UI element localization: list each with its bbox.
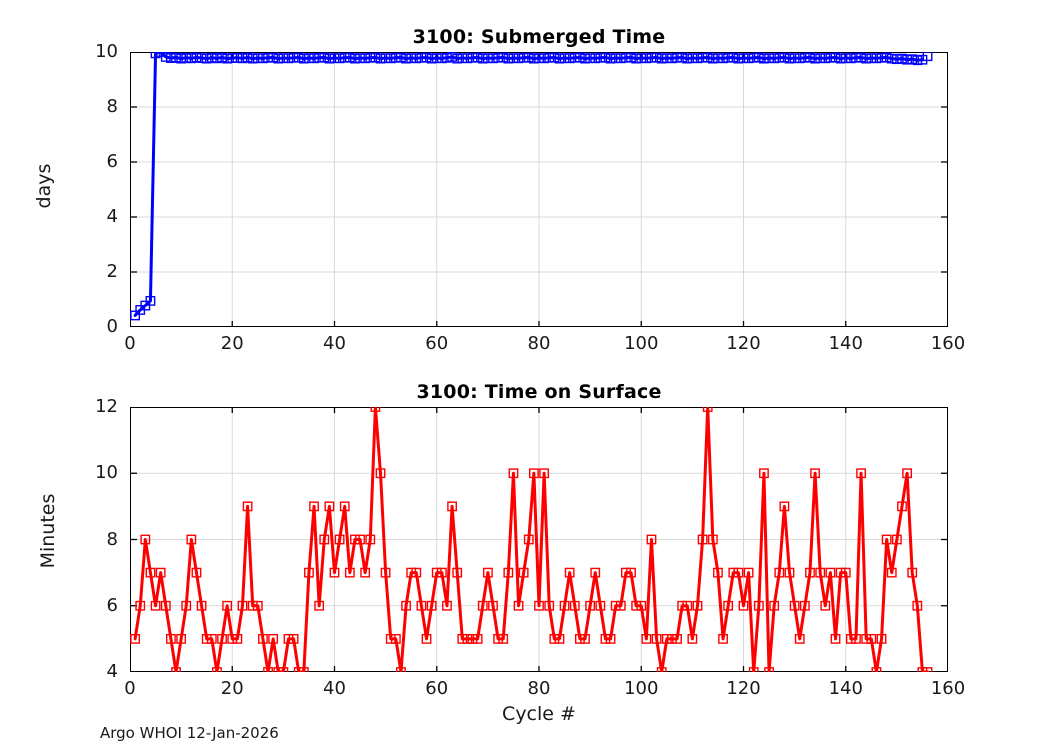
y-tick-label: 8 (106, 96, 118, 117)
x-tick-label: 80 (527, 333, 551, 354)
x-tick-label: 160 (930, 678, 966, 699)
plot-series-bottom (130, 407, 948, 672)
x-tick-label: 40 (323, 678, 346, 699)
y-tick-label: 12 (95, 396, 118, 417)
figure-footer-credit: Argo WHOI 12-Jan-2026 (100, 724, 279, 742)
y-tick-label: 8 (106, 528, 118, 550)
y-tick-label: 2 (106, 261, 118, 282)
y-axis-label-bottom: Minutes (37, 493, 59, 569)
plot-series-top (130, 52, 948, 327)
x-tick-label: 60 (425, 333, 449, 354)
y-tick-label: 10 (95, 462, 118, 484)
x-tick-label: 140 (828, 333, 863, 354)
x-tick-label: 20 (220, 678, 244, 699)
x-tick-label: 0 (124, 333, 136, 354)
x-tick-label: 40 (323, 333, 346, 354)
y-tick-label: 6 (106, 151, 118, 172)
x-tick-label: 0 (124, 678, 136, 699)
x-tick-label: 60 (425, 678, 449, 699)
x-tick-label: 80 (527, 678, 551, 699)
y-tick-label: 4 (106, 206, 118, 227)
y-axis-label-top: days (33, 163, 55, 209)
x-tick-label: 120 (726, 333, 761, 354)
chart-time-on-surface (130, 407, 948, 672)
chart-title-submerged-time: 3100: Submerged Time (412, 26, 666, 48)
chart-title-time-on-surface: 3100: Time on Surface (416, 381, 662, 403)
y-tick-label: 0 (106, 316, 118, 337)
x-tick-label: 20 (220, 333, 244, 354)
y-tick-label: 6 (106, 594, 118, 616)
x-tick-label: 140 (828, 678, 863, 699)
x-axis-label: Cycle # (502, 703, 576, 725)
x-tick-label: 100 (624, 678, 659, 699)
x-tick-label: 120 (726, 678, 761, 699)
x-tick-label: 160 (930, 333, 966, 354)
y-tick-label: 10 (95, 41, 118, 62)
chart-submerged-time (130, 52, 948, 327)
x-tick-label: 100 (624, 333, 659, 354)
y-tick-label: 4 (106, 661, 118, 682)
